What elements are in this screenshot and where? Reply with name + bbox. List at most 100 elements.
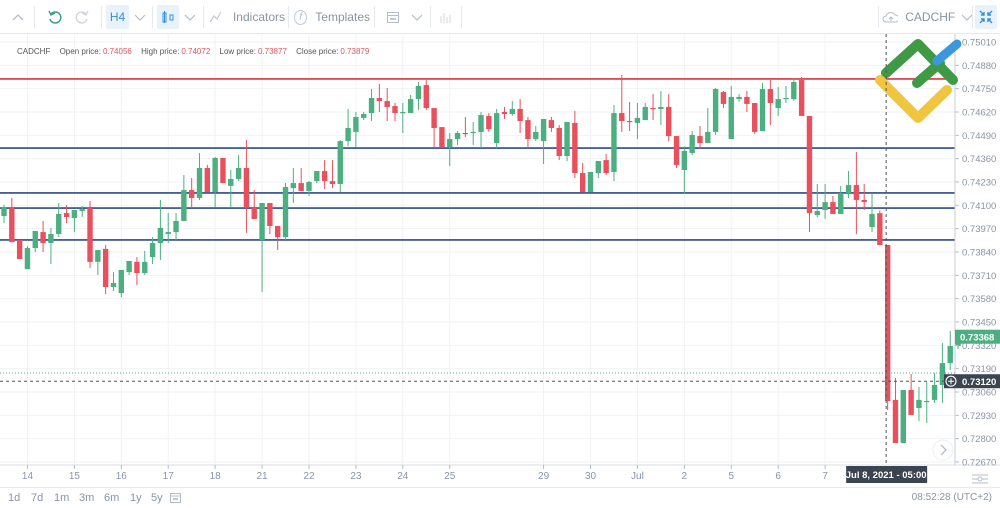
candle-body	[188, 190, 195, 198]
undo-icon[interactable]	[45, 5, 65, 29]
candle	[196, 153, 203, 200]
candle	[736, 94, 742, 102]
legend-close-label: Close price:	[296, 47, 339, 56]
candle	[603, 153, 609, 175]
candle-body	[251, 208, 257, 219]
candle-body	[290, 183, 297, 189]
range-3m[interactable]: 3m	[79, 492, 95, 504]
candle	[877, 210, 883, 246]
candle-body	[744, 96, 750, 104]
axis-settings-icon[interactable]	[972, 474, 988, 484]
candle	[407, 94, 414, 114]
chart-type-chevron-down-icon[interactable]	[182, 5, 198, 29]
price-tick-label: 0.72930	[962, 411, 996, 422]
candle	[110, 272, 117, 291]
candle	[1, 204, 7, 224]
candle	[501, 106, 508, 119]
candle-body	[564, 122, 570, 156]
timeframe-button[interactable]: H4	[106, 5, 129, 29]
symbol-selector[interactable]: CADCHF	[882, 5, 972, 29]
candle	[548, 117, 555, 132]
candlestick-type-icon[interactable]	[157, 5, 179, 29]
candle	[587, 171, 594, 193]
templates-button[interactable]: f Templates	[294, 5, 370, 29]
candle-body	[415, 85, 422, 100]
candle	[79, 206, 85, 217]
candle-body	[619, 113, 625, 121]
legend-open-value: 0.74056	[102, 47, 132, 56]
time-tick-label: 21	[256, 471, 268, 482]
time-axis[interactable]: 14 15 16 17 18 21 22 23 24 25 29 30 Jul 2 5 6 7	[0, 464, 1000, 482]
candle	[353, 111, 359, 147]
candle-body	[9, 206, 15, 243]
candle-body	[884, 244, 891, 401]
candle	[220, 157, 226, 184]
candle-body	[40, 232, 46, 244]
candle-body	[705, 131, 711, 144]
candle	[908, 374, 914, 415]
candle-body	[947, 346, 953, 364]
candle-body	[173, 220, 179, 233]
candle	[361, 111, 367, 121]
divider	[972, 6, 973, 28]
crosshair-plus-icon[interactable]	[945, 375, 957, 387]
calendar-icon[interactable]	[384, 5, 402, 29]
candle-body	[822, 202, 828, 210]
ohlc-legend: CADCHF Open price: 0.74056 High price: 0.7…	[17, 47, 376, 56]
collapse-chevron-up-icon[interactable]	[8, 5, 28, 29]
indicators-button[interactable]: Indicators	[209, 5, 285, 29]
timeframe-chevron-down-icon[interactable]	[132, 5, 148, 29]
candle	[157, 199, 164, 260]
volume-bars-icon[interactable]	[437, 5, 453, 29]
range-6m[interactable]: 6m	[104, 492, 120, 504]
candle-body	[900, 390, 906, 443]
time-tick-label: 29	[538, 471, 550, 482]
candle	[212, 157, 218, 207]
candle-body	[267, 202, 273, 226]
candle	[134, 257, 140, 286]
candle	[838, 185, 844, 214]
candle-body	[642, 106, 648, 121]
candle-body	[275, 225, 281, 238]
candle	[712, 87, 719, 135]
divider	[101, 6, 102, 28]
time-tick-label: 18	[210, 471, 222, 482]
candlestick-chart[interactable]: 14 15 16 17 18 21 22 23 24 25 29 30 Jul 2 5 6 7 0.750100…	[0, 34, 1000, 487]
candle	[447, 132, 453, 167]
candle	[658, 90, 664, 126]
candle-body	[142, 261, 148, 273]
candle	[525, 117, 531, 149]
candle	[32, 230, 38, 252]
candle-body	[282, 187, 289, 238]
price-axis[interactable]: 0.75010 0.74880 0.74750 0.74620 0.74490 0.743…	[954, 34, 996, 468]
candle-body	[220, 157, 226, 184]
date-range-calendar-icon[interactable]	[169, 491, 182, 504]
candle-body	[181, 190, 187, 221]
candle-body	[306, 181, 312, 191]
candle	[321, 160, 328, 189]
candle	[916, 386, 922, 422]
redo-icon[interactable]	[72, 5, 92, 29]
range-1m[interactable]: 1m	[54, 492, 70, 504]
range-1d[interactable]: 1d	[8, 492, 21, 504]
candle	[791, 78, 797, 102]
clock: 08:52:28 (UTC+2)	[911, 492, 992, 503]
candle-body	[486, 115, 492, 130]
candle-body	[650, 108, 656, 110]
range-5y[interactable]: 5y	[151, 492, 163, 504]
calendar-chevron-down-icon[interactable]	[409, 5, 425, 29]
range-1y[interactable]: 1y	[130, 492, 142, 504]
price-tick-label: 0.74360	[962, 154, 996, 165]
candle	[798, 76, 805, 116]
candle-body	[462, 132, 469, 135]
time-tick-label: 22	[303, 471, 315, 482]
bottom-bar: 1d 7d 1m 3m 6m 1y 5y 08:52:28 (UTC+2)	[0, 487, 1000, 508]
time-tick-label: 15	[69, 471, 81, 482]
candle	[329, 160, 336, 189]
candle	[845, 171, 852, 198]
range-7d[interactable]: 7d	[31, 492, 44, 504]
candle	[830, 195, 836, 214]
collapse-fullscreen-icon[interactable]	[975, 5, 997, 29]
candle	[400, 103, 406, 133]
scroll-right-button[interactable]	[932, 439, 954, 461]
